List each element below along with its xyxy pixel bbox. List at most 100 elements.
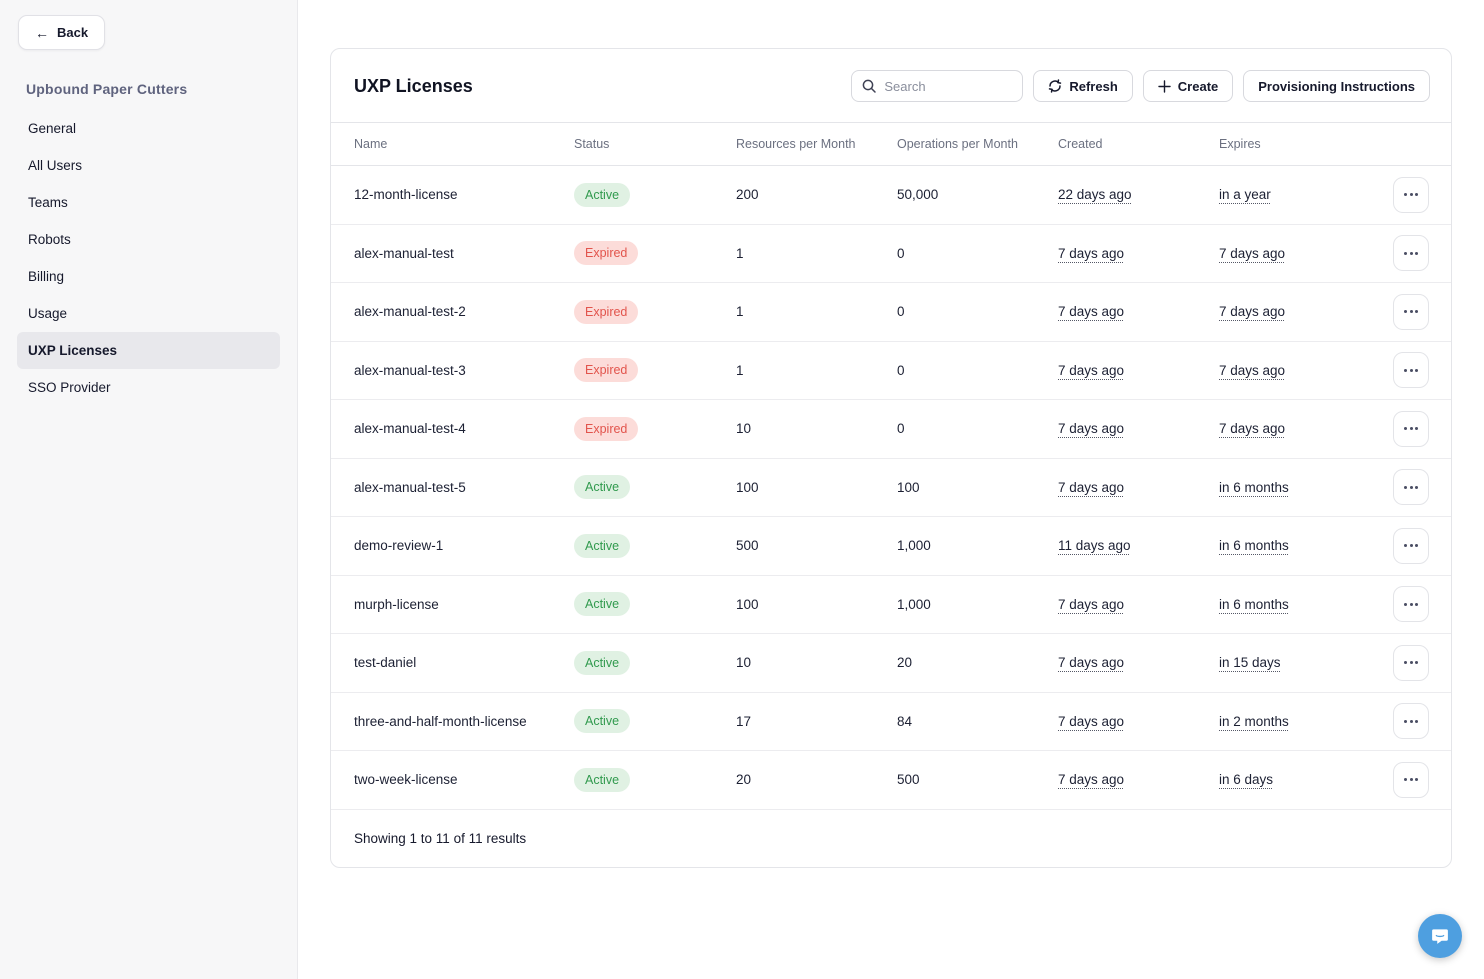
- table-row: three-and-half-month-license Active 17 8…: [331, 693, 1451, 751]
- chat-launcher-button[interactable]: [1418, 914, 1462, 958]
- sidebar-item-teams[interactable]: Teams: [28, 195, 68, 210]
- row-actions-menu-button[interactable]: [1393, 761, 1429, 798]
- ellipsis-icon: [1404, 310, 1407, 314]
- expires-value[interactable]: in 2 months: [1219, 713, 1289, 729]
- status-cell: Active: [574, 709, 736, 734]
- created-value[interactable]: 7 days ago: [1058, 421, 1125, 437]
- column-header-operations-per-month: Operations per Month: [897, 137, 1018, 151]
- table-row: 12-month-license Active 200 50,000 22 da…: [331, 166, 1451, 225]
- expires-value[interactable]: 7 days ago: [1219, 421, 1286, 437]
- status-cell: Active: [574, 650, 736, 675]
- expires-value[interactable]: in a year: [1219, 187, 1271, 203]
- row-actions-menu-button[interactable]: [1393, 235, 1429, 272]
- refresh-button[interactable]: Refresh: [1033, 70, 1133, 102]
- created-value[interactable]: 7 days ago: [1058, 479, 1125, 495]
- status-badge: Active: [574, 533, 631, 558]
- operations-per-month-value: 0: [897, 362, 905, 378]
- status-cell: Expired: [574, 358, 736, 383]
- license-name: three-and-half-month-license: [354, 713, 527, 729]
- license-name: two-week-license: [354, 772, 458, 788]
- create-button[interactable]: Create: [1142, 70, 1234, 102]
- back-arrow-icon: ←: [35, 24, 49, 41]
- search-input[interactable]: [851, 70, 1024, 102]
- created-value[interactable]: 7 days ago: [1058, 596, 1125, 612]
- license-name: demo-review-1: [354, 538, 444, 554]
- created-cell: 7 days ago: [1058, 421, 1219, 436]
- license-name: alex-manual-test-4: [354, 421, 466, 437]
- expires-value[interactable]: in 6 days: [1219, 772, 1274, 788]
- operations-per-month-value: 100: [897, 479, 920, 495]
- column-header-expires: Expires: [1219, 137, 1261, 151]
- expires-value[interactable]: 7 days ago: [1219, 304, 1286, 320]
- created-cell: 7 days ago: [1058, 480, 1219, 495]
- provisioning-instructions-button[interactable]: Provisioning Instructions: [1243, 70, 1430, 102]
- sidebar-item-robots[interactable]: Robots: [28, 232, 71, 247]
- row-actions-menu-button[interactable]: [1393, 586, 1429, 623]
- row-actions-menu-button[interactable]: [1393, 644, 1429, 681]
- table-body: 12-month-license Active 200 50,000 22 da…: [331, 166, 1451, 810]
- expires-value[interactable]: in 6 months: [1219, 479, 1289, 495]
- created-cell: 7 days ago: [1058, 655, 1219, 670]
- sidebar-item-general[interactable]: General: [28, 121, 77, 136]
- created-value[interactable]: 11 days ago: [1058, 538, 1131, 554]
- resources-per-month-value: 1: [736, 304, 744, 320]
- created-value[interactable]: 7 days ago: [1058, 713, 1125, 729]
- expires-value[interactable]: 7 days ago: [1219, 245, 1286, 261]
- table-row: alex-manual-test-5 Active 100 100 7 days…: [331, 459, 1451, 517]
- back-button[interactable]: ← Back: [18, 15, 106, 50]
- license-name: alex-manual-test-2: [354, 304, 466, 320]
- licenses-card: UXP Licenses: [330, 48, 1452, 868]
- table-row: two-week-license Active 20 500 7 days ag…: [331, 751, 1451, 810]
- expires-cell: 7 days ago: [1219, 246, 1380, 261]
- created-value[interactable]: 7 days ago: [1058, 772, 1125, 788]
- actions-cell: [1380, 176, 1451, 213]
- row-actions-menu-button[interactable]: [1393, 703, 1429, 740]
- row-actions-menu-button[interactable]: [1393, 352, 1429, 389]
- expires-cell: 7 days ago: [1219, 304, 1380, 319]
- ellipsis-icon: [1404, 602, 1407, 606]
- sidebar-item-all-users[interactable]: All Users: [28, 158, 83, 173]
- expires-value[interactable]: 7 days ago: [1219, 362, 1286, 378]
- actions-cell: [1380, 703, 1451, 740]
- status-badge: Active: [574, 592, 631, 617]
- expires-value[interactable]: in 15 days: [1219, 655, 1281, 671]
- created-value[interactable]: 7 days ago: [1058, 304, 1125, 320]
- table-row: alex-manual-test Expired 1 0 7 days ago …: [331, 225, 1451, 283]
- ellipsis-icon: [1404, 368, 1407, 372]
- status-badge: Active: [574, 475, 631, 500]
- sidebar-item-usage[interactable]: Usage: [28, 306, 68, 321]
- license-name: 12-month-license: [354, 187, 458, 203]
- created-cell: 7 days ago: [1058, 246, 1219, 261]
- created-value[interactable]: 7 days ago: [1058, 245, 1125, 261]
- status-badge: Active: [574, 182, 631, 207]
- row-actions-menu-button[interactable]: [1393, 469, 1429, 506]
- ellipsis-icon: [1404, 427, 1407, 431]
- sidebar: ← Back Upbound Paper Cutters General All …: [0, 0, 298, 979]
- sidebar-item-billing[interactable]: Billing: [28, 269, 65, 284]
- column-header-created: Created: [1058, 137, 1103, 151]
- ellipsis-icon: [1404, 661, 1407, 665]
- created-value[interactable]: 7 days ago: [1058, 655, 1125, 671]
- ellipsis-icon: [1404, 778, 1407, 782]
- expires-value[interactable]: in 6 months: [1219, 538, 1289, 554]
- search-box: [851, 70, 1024, 102]
- created-value[interactable]: 22 days ago: [1058, 187, 1132, 203]
- column-header-resources-per-month: Resources per Month: [736, 137, 856, 151]
- created-cell: 7 days ago: [1058, 304, 1219, 319]
- sidebar-item-sso-provider[interactable]: SSO Provider: [28, 380, 111, 395]
- operations-per-month-value: 1,000: [897, 596, 931, 612]
- row-actions-menu-button[interactable]: [1393, 410, 1429, 447]
- table-row: alex-manual-test-3 Expired 1 0 7 days ag…: [331, 342, 1451, 400]
- column-header-status: Status: [574, 137, 610, 151]
- row-actions-menu-button[interactable]: [1393, 176, 1429, 213]
- expires-cell: in 6 months: [1219, 597, 1380, 612]
- expires-value[interactable]: in 6 months: [1219, 596, 1289, 612]
- operations-per-month-value: 0: [897, 304, 905, 320]
- back-button-label: Back: [57, 25, 89, 40]
- row-actions-menu-button[interactable]: [1393, 527, 1429, 564]
- row-actions-menu-button[interactable]: [1393, 293, 1429, 330]
- expires-cell: in a year: [1219, 187, 1380, 202]
- actions-cell: [1380, 410, 1451, 447]
- created-value[interactable]: 7 days ago: [1058, 362, 1125, 378]
- sidebar-item-uxp-licenses[interactable]: UXP Licenses: [17, 332, 280, 369]
